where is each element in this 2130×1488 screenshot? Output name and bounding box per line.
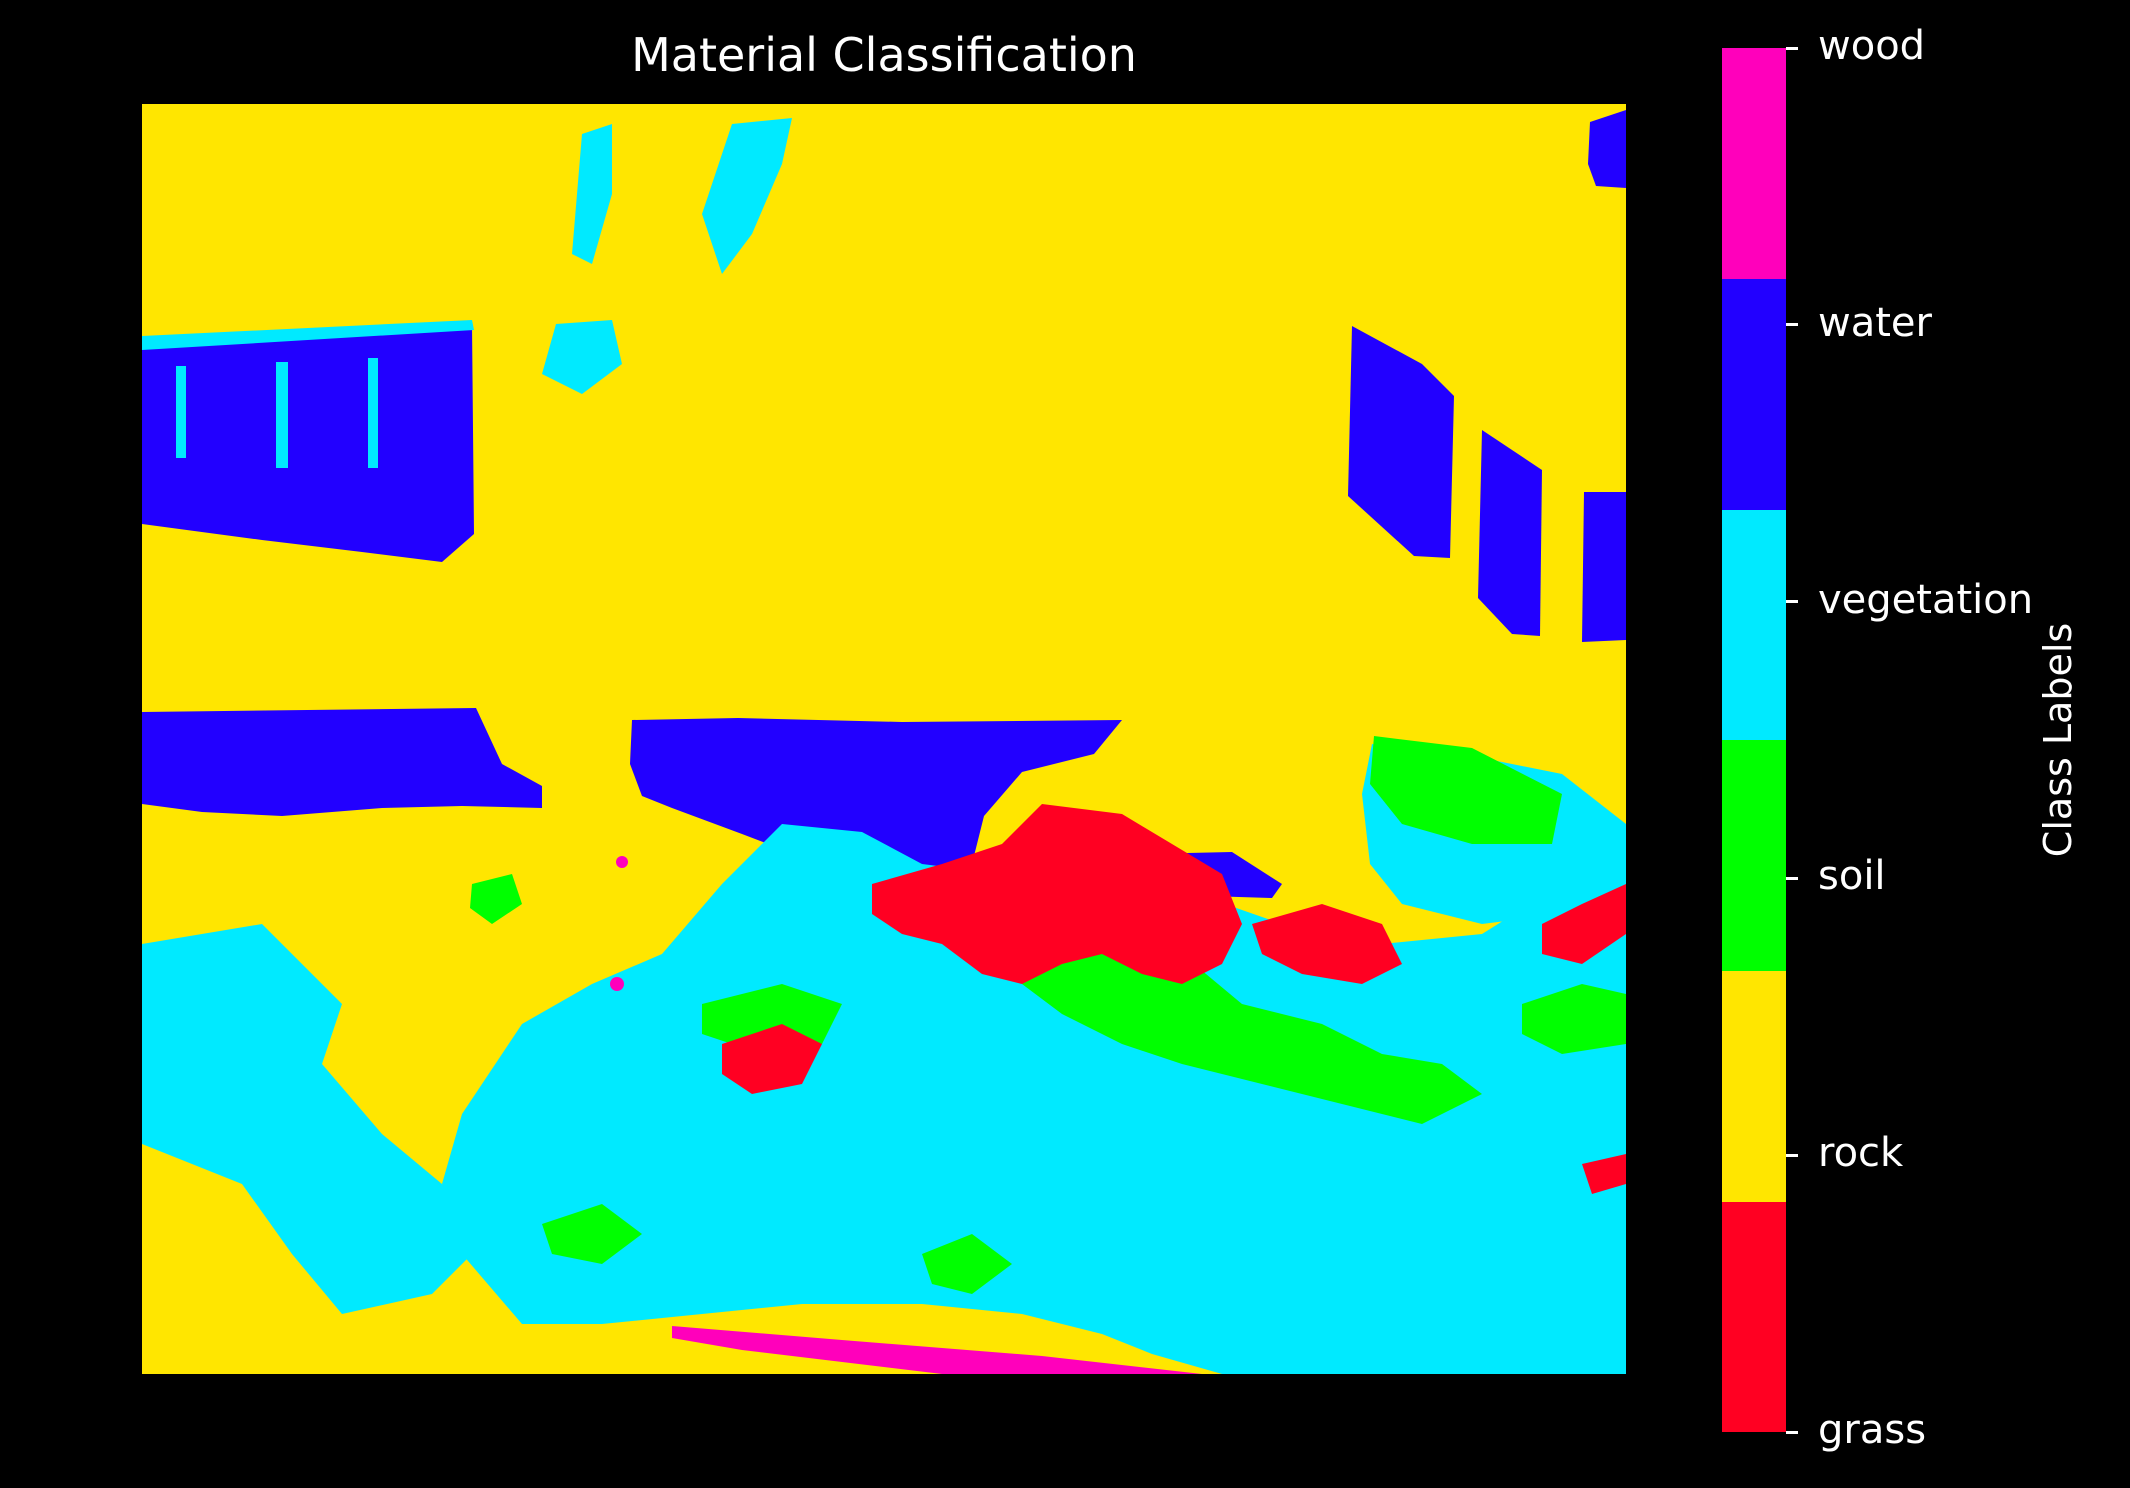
region-veg-stripe-1 [176,366,186,458]
colorbar-segment-vegetation [1722,509,1786,741]
colorbar-tick-wood [1786,46,1798,50]
region-veg-top-blob [542,320,622,394]
region-wood-dot-1 [610,977,624,991]
region-veg-stripe-2 [276,362,288,468]
region-veg-top-streak-1 [572,124,612,264]
colorbar-tick-grass [1786,1430,1798,1434]
region-soil-patch-5 [470,874,522,924]
region-veg-stripe-3 [368,358,378,468]
region-soil-patch-4 [1522,984,1626,1054]
chart-title: Material Classification [631,28,1137,82]
colorbar-tick-label-water: water [1818,299,1932,346]
region-water-upper-left [142,324,474,562]
colorbar-segment-grass [1722,1201,1786,1433]
colorbar-tick-water [1786,323,1798,327]
region-wood-dot-2 [616,856,628,868]
region-soil-right [1370,736,1562,844]
colorbar-tick-vegetation [1786,600,1798,604]
region-veg-upper-left-edge [142,320,474,350]
region-grass-left [722,1024,822,1094]
classification-map [142,104,1626,1374]
colorbar-title: Class Labels [2036,622,2080,858]
region-soil-center-band [1022,924,1482,1124]
colorbar-segment-water [1722,278,1786,510]
region-veg-top-streak-2 [702,118,792,274]
colorbar-tick-label-soil: soil [1818,853,1886,900]
region-water-top-right [1588,110,1626,188]
colorbar-tick-label-rock: rock [1818,1130,1904,1177]
colorbar [1722,48,1786,1433]
colorbar-segment-rock [1722,970,1786,1202]
region-grass-center [872,804,1242,984]
region-grass-right-2 [1542,884,1626,964]
region-water-left-band [142,708,542,816]
colorbar-tick-label-vegetation: vegetation [1818,576,2034,623]
region-water-right-3 [1582,492,1626,642]
region-veg-lower-left [142,924,472,1314]
region-soil-patch-3 [922,1234,1012,1294]
region-water-right-1 [1348,326,1454,558]
colorbar-segment-soil [1722,740,1786,971]
colorbar-tick-soil [1786,876,1798,880]
colorbar-tick-label-grass: grass [1818,1407,1927,1453]
classification-map-svg [142,110,1626,1374]
colorbar-segment-wood [1722,48,1786,279]
region-grass-edge [1582,1154,1626,1194]
region-water-center-band [630,718,1122,890]
region-water-right-2 [1478,430,1542,636]
region-soil-patch-2 [542,1204,642,1264]
region-wood-bottom-strip [672,1326,1202,1374]
colorbar-tick-label-wood: wood [1818,23,1926,69]
colorbar-tick-rock [1786,1153,1798,1157]
region-grass-right-1 [1252,904,1402,984]
